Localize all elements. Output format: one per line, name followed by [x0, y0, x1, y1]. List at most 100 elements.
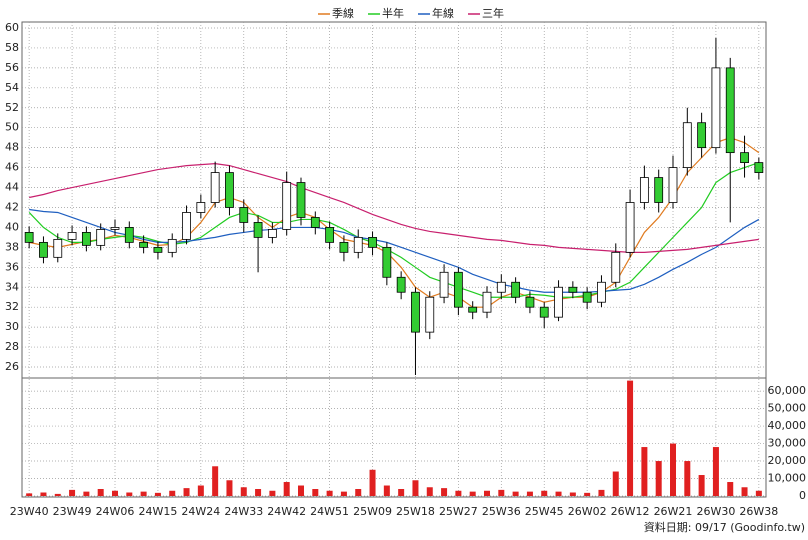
volume-bar: [298, 485, 304, 496]
volume-bar: [612, 471, 619, 496]
x-tick-label: 24W15: [138, 505, 177, 518]
x-tick-label: 26W21: [654, 505, 693, 518]
x-tick-label: 25W18: [396, 505, 435, 518]
candle-body: [668, 167, 678, 203]
candle-body: [411, 291, 420, 333]
y-tick-label: 42: [5, 200, 19, 213]
ma-line: [28, 162, 760, 298]
volume-bar: [655, 461, 662, 496]
volume-bar: [26, 493, 33, 496]
legend-label: 年線: [432, 6, 454, 20]
y-tick-label: 26: [5, 360, 19, 373]
volume-bar: [212, 466, 219, 496]
candle-body: [39, 241, 48, 258]
volume-bar: [398, 489, 405, 496]
candle-body: [225, 172, 234, 208]
candle-body: [239, 207, 249, 223]
x-tick-label: 23W49: [53, 505, 92, 518]
candle-body: [625, 202, 635, 253]
footer: 資料日期: 09/17 (Goodinfo.tw): [644, 520, 805, 534]
volume-bar: [498, 489, 505, 496]
volume-bar: [598, 489, 605, 496]
volume-bar: [412, 480, 419, 496]
volume-bar: [369, 469, 376, 496]
volume-bar: [484, 490, 490, 496]
volume-bar: [97, 489, 104, 496]
volume-bar: [183, 488, 190, 496]
candle-body: [711, 67, 721, 149]
volume-bar: [670, 443, 676, 496]
y-tick-label: 44: [5, 181, 19, 194]
candle-body: [468, 306, 478, 313]
legend-label: 半年: [382, 6, 404, 20]
x-tick-label: 25W36: [482, 505, 521, 518]
volume-bar: [426, 487, 433, 496]
y-tick-label: 52: [5, 101, 19, 114]
volume-bar: [584, 492, 591, 496]
candle-body: [654, 177, 664, 203]
candle-body: [368, 236, 377, 248]
volume-bar: [555, 491, 562, 496]
volume-bar: [255, 489, 262, 496]
y-tick-label: 30: [5, 320, 19, 333]
volume-bar: [541, 490, 548, 496]
y2-tick-label: 40,000: [768, 419, 807, 432]
candle-body: [697, 122, 707, 149]
volume-bar: [226, 480, 233, 496]
candle-body: [253, 222, 263, 238]
x-tick-label: 26W38: [739, 505, 778, 518]
y-tick-label: 34: [5, 280, 19, 293]
x-tick-label: 23W40: [10, 505, 49, 518]
legend-label: 季線: [332, 6, 354, 20]
volume-bar: [755, 490, 762, 496]
candle-body: [582, 291, 592, 303]
y-tick-label: 40: [5, 220, 19, 233]
ma-line: [29, 208, 760, 293]
candle-body: [597, 281, 606, 303]
volume-bar: [684, 461, 691, 496]
y-tick-label: 50: [5, 121, 19, 134]
volume-bar: [712, 447, 719, 496]
candle-body: [67, 232, 77, 240]
volume-bar: [741, 487, 748, 496]
candle-body: [511, 281, 521, 298]
candle-body: [754, 162, 764, 173]
volume-bar: [526, 491, 533, 496]
candle-body: [310, 217, 320, 228]
candle-body: [81, 232, 91, 246]
candle-body: [482, 291, 492, 313]
volume-bar: [727, 482, 734, 496]
y-tick-label: 32: [5, 300, 19, 313]
candle-body: [325, 227, 335, 243]
volume-bar: [83, 491, 90, 496]
volume-bar: [69, 489, 76, 496]
y-tick-label: 38: [5, 240, 19, 253]
y-tick-label: 36: [5, 260, 19, 273]
candle-body: [725, 67, 735, 154]
ma-line: [29, 162, 759, 253]
volume-bar: [641, 447, 648, 496]
volume-bar: [126, 492, 133, 496]
legend-label: 三年: [482, 6, 504, 20]
candle-body: [282, 182, 292, 230]
ma-line: [29, 137, 760, 308]
volume-bar: [469, 491, 476, 496]
volume-bar: [340, 491, 347, 496]
x-tick-label: 26W12: [611, 505, 650, 518]
volume-bar: [54, 493, 61, 496]
x-tick-label: 24W42: [267, 505, 306, 518]
volume-bar: [383, 485, 390, 496]
candle-body: [611, 251, 621, 283]
candle-body: [210, 172, 220, 203]
candle-body: [425, 296, 435, 333]
candle-body: [568, 286, 578, 293]
candle-body: [496, 281, 506, 293]
volume-bar: [169, 490, 176, 496]
candle-body: [196, 202, 206, 213]
y-tick-label: 56: [5, 61, 19, 74]
candle-body: [267, 229, 277, 238]
candle-body: [296, 182, 306, 218]
y-tick-label: 58: [5, 41, 19, 54]
y-tick-label: 28: [5, 340, 19, 353]
candle-body: [96, 229, 106, 246]
